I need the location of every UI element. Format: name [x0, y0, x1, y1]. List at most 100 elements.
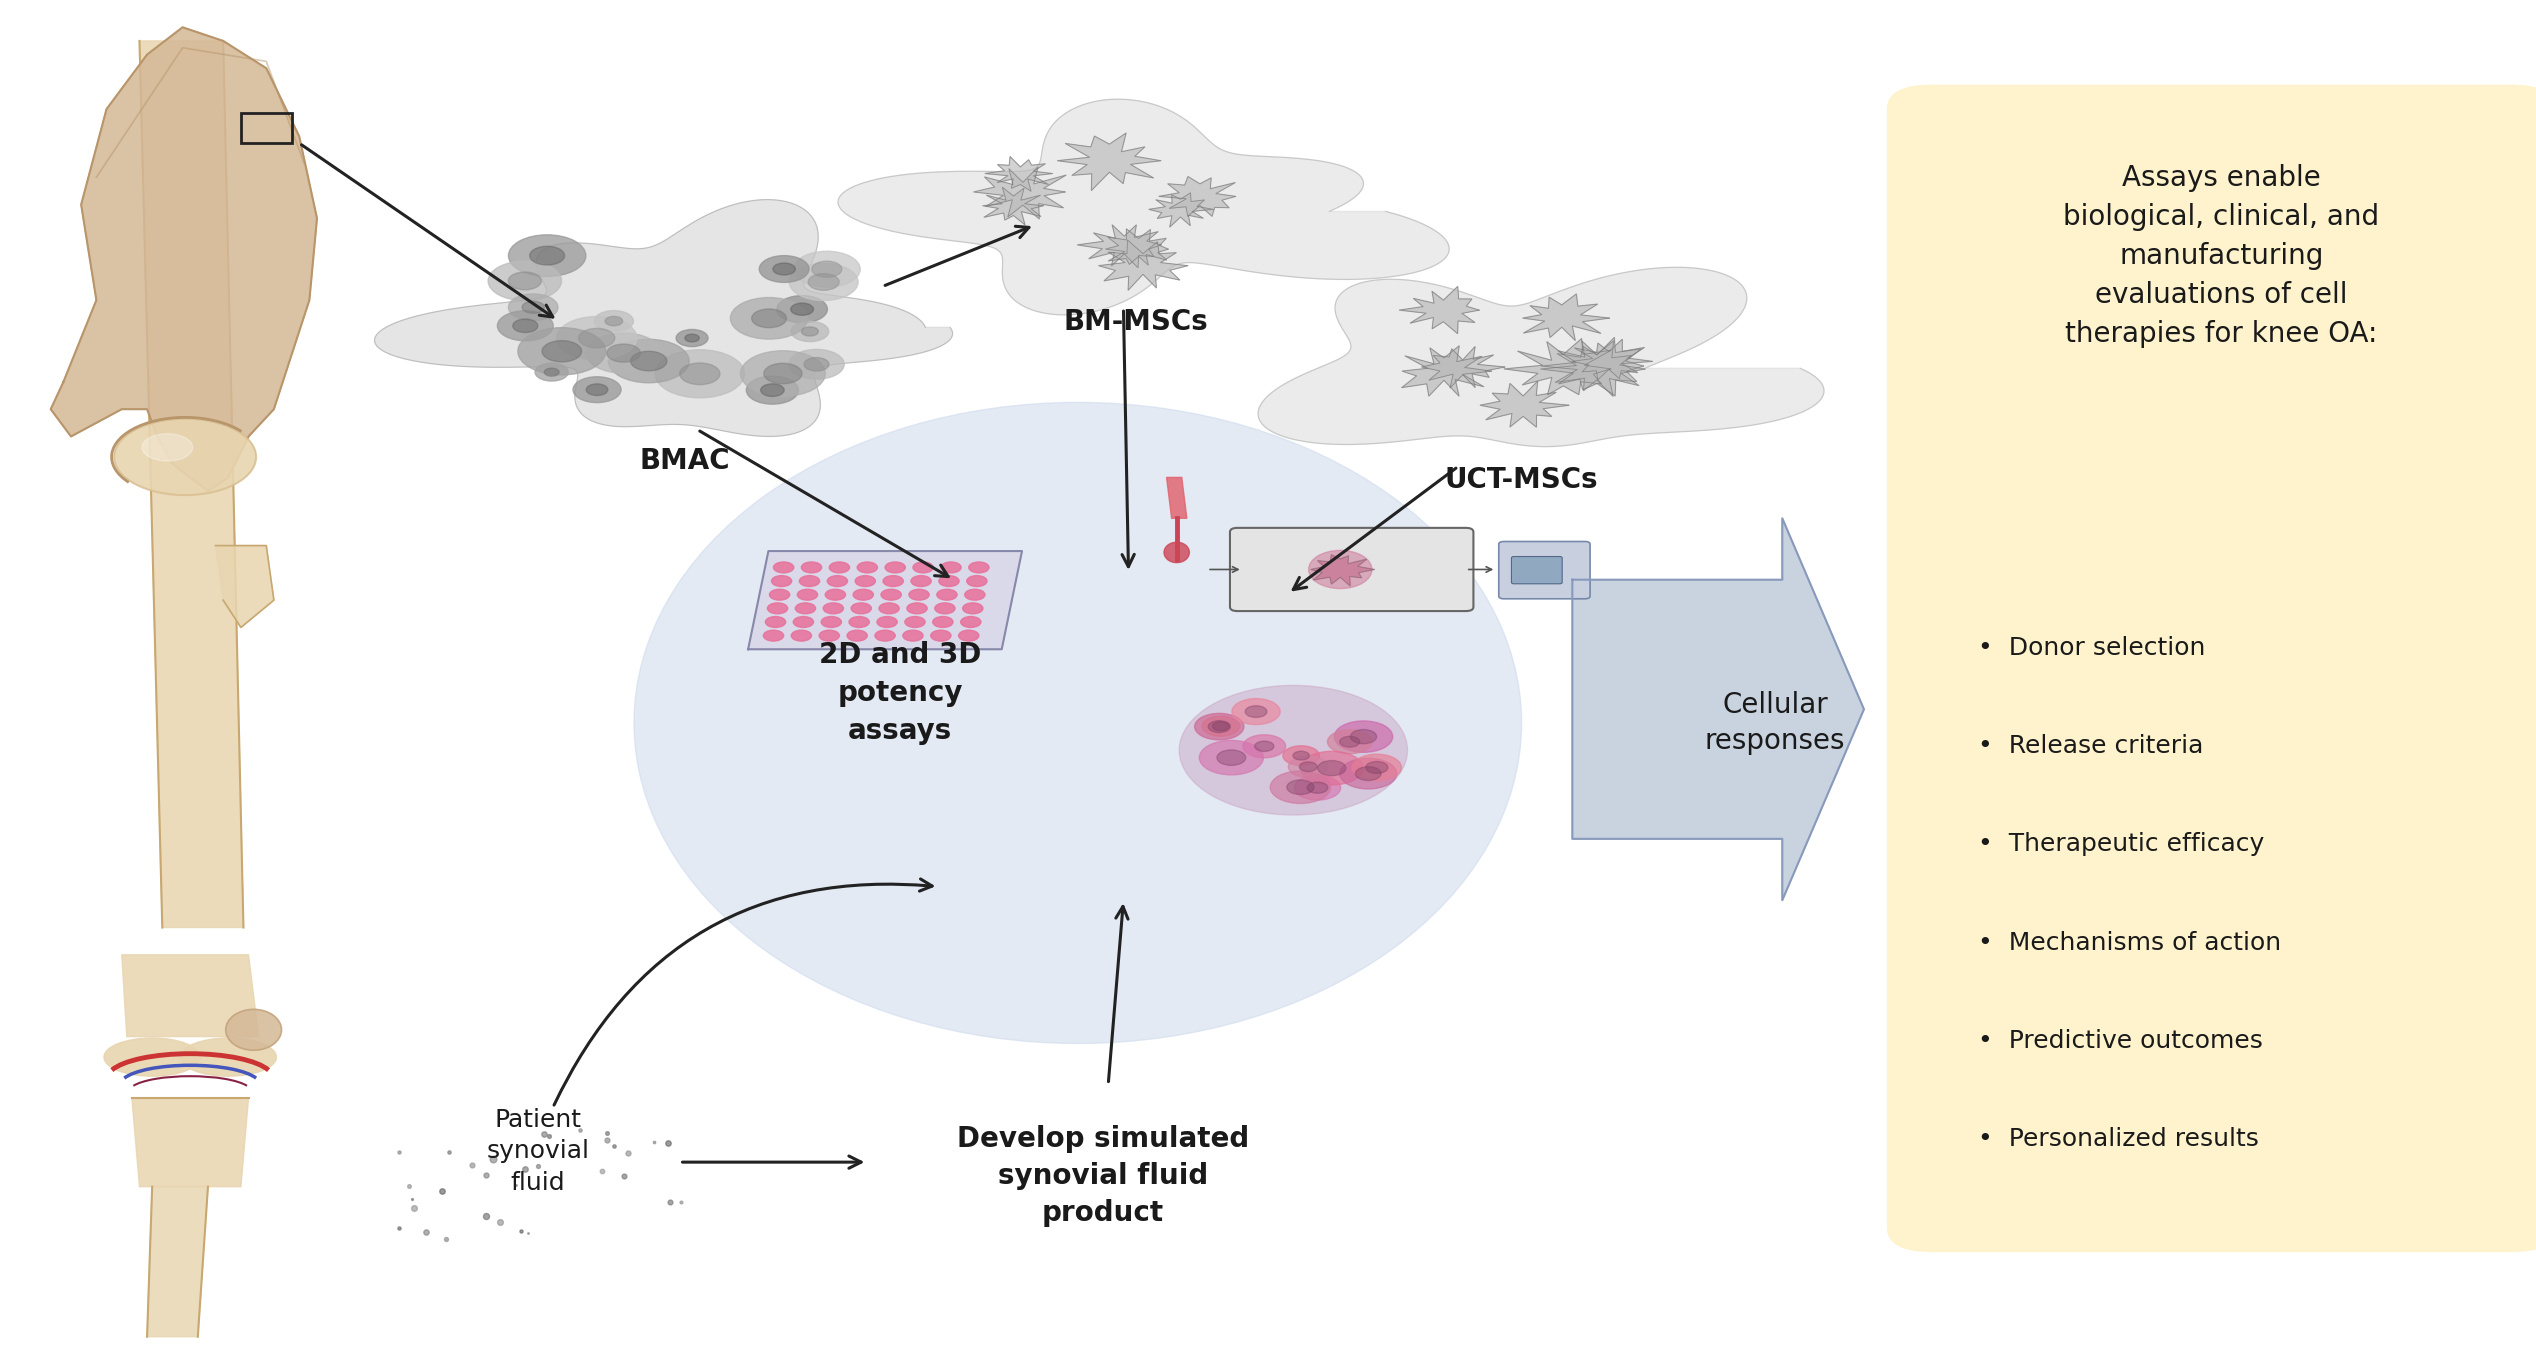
Circle shape: [746, 376, 799, 404]
Circle shape: [512, 319, 538, 333]
Circle shape: [812, 261, 842, 277]
Circle shape: [114, 419, 256, 495]
Ellipse shape: [1164, 543, 1189, 563]
Circle shape: [1271, 771, 1331, 803]
Circle shape: [883, 576, 903, 587]
Circle shape: [880, 603, 900, 614]
Circle shape: [730, 297, 809, 340]
Circle shape: [791, 322, 829, 341]
Circle shape: [677, 330, 708, 346]
Circle shape: [530, 247, 566, 265]
Polygon shape: [1504, 338, 1610, 394]
Circle shape: [908, 589, 928, 600]
Circle shape: [1319, 761, 1347, 776]
Polygon shape: [1539, 341, 1646, 397]
Circle shape: [606, 344, 642, 363]
Circle shape: [1288, 756, 1329, 777]
Circle shape: [796, 589, 817, 600]
Polygon shape: [1400, 286, 1478, 334]
Circle shape: [819, 630, 839, 641]
Circle shape: [809, 274, 839, 291]
Circle shape: [910, 576, 931, 587]
Text: Assays enable
biological, clinical, and
manufacturing
evaluations of cell
therap: Assays enable biological, clinical, and …: [2064, 164, 2379, 348]
Circle shape: [631, 352, 667, 371]
Circle shape: [1232, 698, 1281, 724]
Polygon shape: [1106, 229, 1169, 265]
Circle shape: [857, 562, 877, 573]
Circle shape: [799, 576, 819, 587]
Circle shape: [680, 363, 720, 385]
Circle shape: [796, 603, 817, 614]
Circle shape: [938, 576, 959, 587]
Circle shape: [555, 316, 637, 360]
Circle shape: [1301, 752, 1364, 786]
Polygon shape: [1423, 346, 1504, 387]
Circle shape: [804, 357, 829, 371]
Circle shape: [1352, 754, 1402, 780]
Circle shape: [880, 589, 900, 600]
Circle shape: [801, 327, 819, 336]
Circle shape: [609, 340, 690, 383]
Circle shape: [1286, 780, 1314, 794]
Circle shape: [1293, 775, 1342, 801]
Polygon shape: [1572, 340, 1653, 379]
Circle shape: [1306, 782, 1329, 794]
Polygon shape: [984, 157, 1052, 191]
Polygon shape: [375, 199, 954, 436]
FancyBboxPatch shape: [1887, 85, 2536, 1252]
Circle shape: [586, 333, 662, 374]
FancyBboxPatch shape: [1230, 528, 1473, 611]
Circle shape: [768, 603, 789, 614]
Circle shape: [771, 576, 791, 587]
Polygon shape: [1311, 555, 1375, 587]
Text: •  Mechanisms of action: • Mechanisms of action: [1978, 930, 2282, 955]
Polygon shape: [1149, 192, 1212, 226]
Polygon shape: [51, 27, 317, 491]
Polygon shape: [1078, 225, 1161, 267]
Circle shape: [1207, 720, 1230, 732]
Text: UCT-MSCs: UCT-MSCs: [1446, 466, 1598, 495]
Circle shape: [142, 434, 193, 461]
FancyBboxPatch shape: [1511, 557, 1562, 584]
Circle shape: [852, 589, 872, 600]
Circle shape: [827, 576, 847, 587]
Ellipse shape: [634, 402, 1522, 1043]
Circle shape: [593, 311, 634, 331]
Circle shape: [1334, 722, 1392, 753]
FancyBboxPatch shape: [1499, 542, 1590, 599]
Polygon shape: [1159, 176, 1235, 217]
Circle shape: [507, 293, 558, 321]
Circle shape: [875, 630, 895, 641]
Polygon shape: [748, 551, 1022, 649]
Circle shape: [1339, 737, 1359, 747]
Circle shape: [850, 617, 870, 627]
Text: •  Personalized results: • Personalized results: [1978, 1127, 2260, 1151]
Circle shape: [913, 562, 933, 573]
Text: Patient
synovial
fluid: Patient synovial fluid: [487, 1108, 588, 1195]
Polygon shape: [984, 187, 1042, 225]
Polygon shape: [1098, 240, 1187, 291]
Circle shape: [852, 603, 872, 614]
Circle shape: [761, 383, 784, 397]
Circle shape: [1339, 758, 1397, 788]
Circle shape: [936, 603, 956, 614]
Circle shape: [961, 617, 981, 627]
Ellipse shape: [1179, 685, 1407, 814]
Circle shape: [905, 617, 926, 627]
Ellipse shape: [180, 1038, 276, 1076]
Ellipse shape: [1309, 550, 1372, 589]
Circle shape: [1367, 761, 1387, 773]
Circle shape: [931, 630, 951, 641]
Circle shape: [966, 576, 987, 587]
Polygon shape: [837, 100, 1448, 315]
Circle shape: [824, 589, 844, 600]
Circle shape: [964, 589, 984, 600]
Polygon shape: [216, 546, 274, 627]
Text: •  Donor selection: • Donor selection: [1978, 636, 2206, 660]
Polygon shape: [147, 1187, 208, 1337]
Circle shape: [959, 630, 979, 641]
Text: 2D and 3D
potency
assays: 2D and 3D potency assays: [819, 641, 981, 745]
Circle shape: [1202, 716, 1240, 737]
Circle shape: [1354, 767, 1382, 780]
Circle shape: [1217, 750, 1245, 765]
